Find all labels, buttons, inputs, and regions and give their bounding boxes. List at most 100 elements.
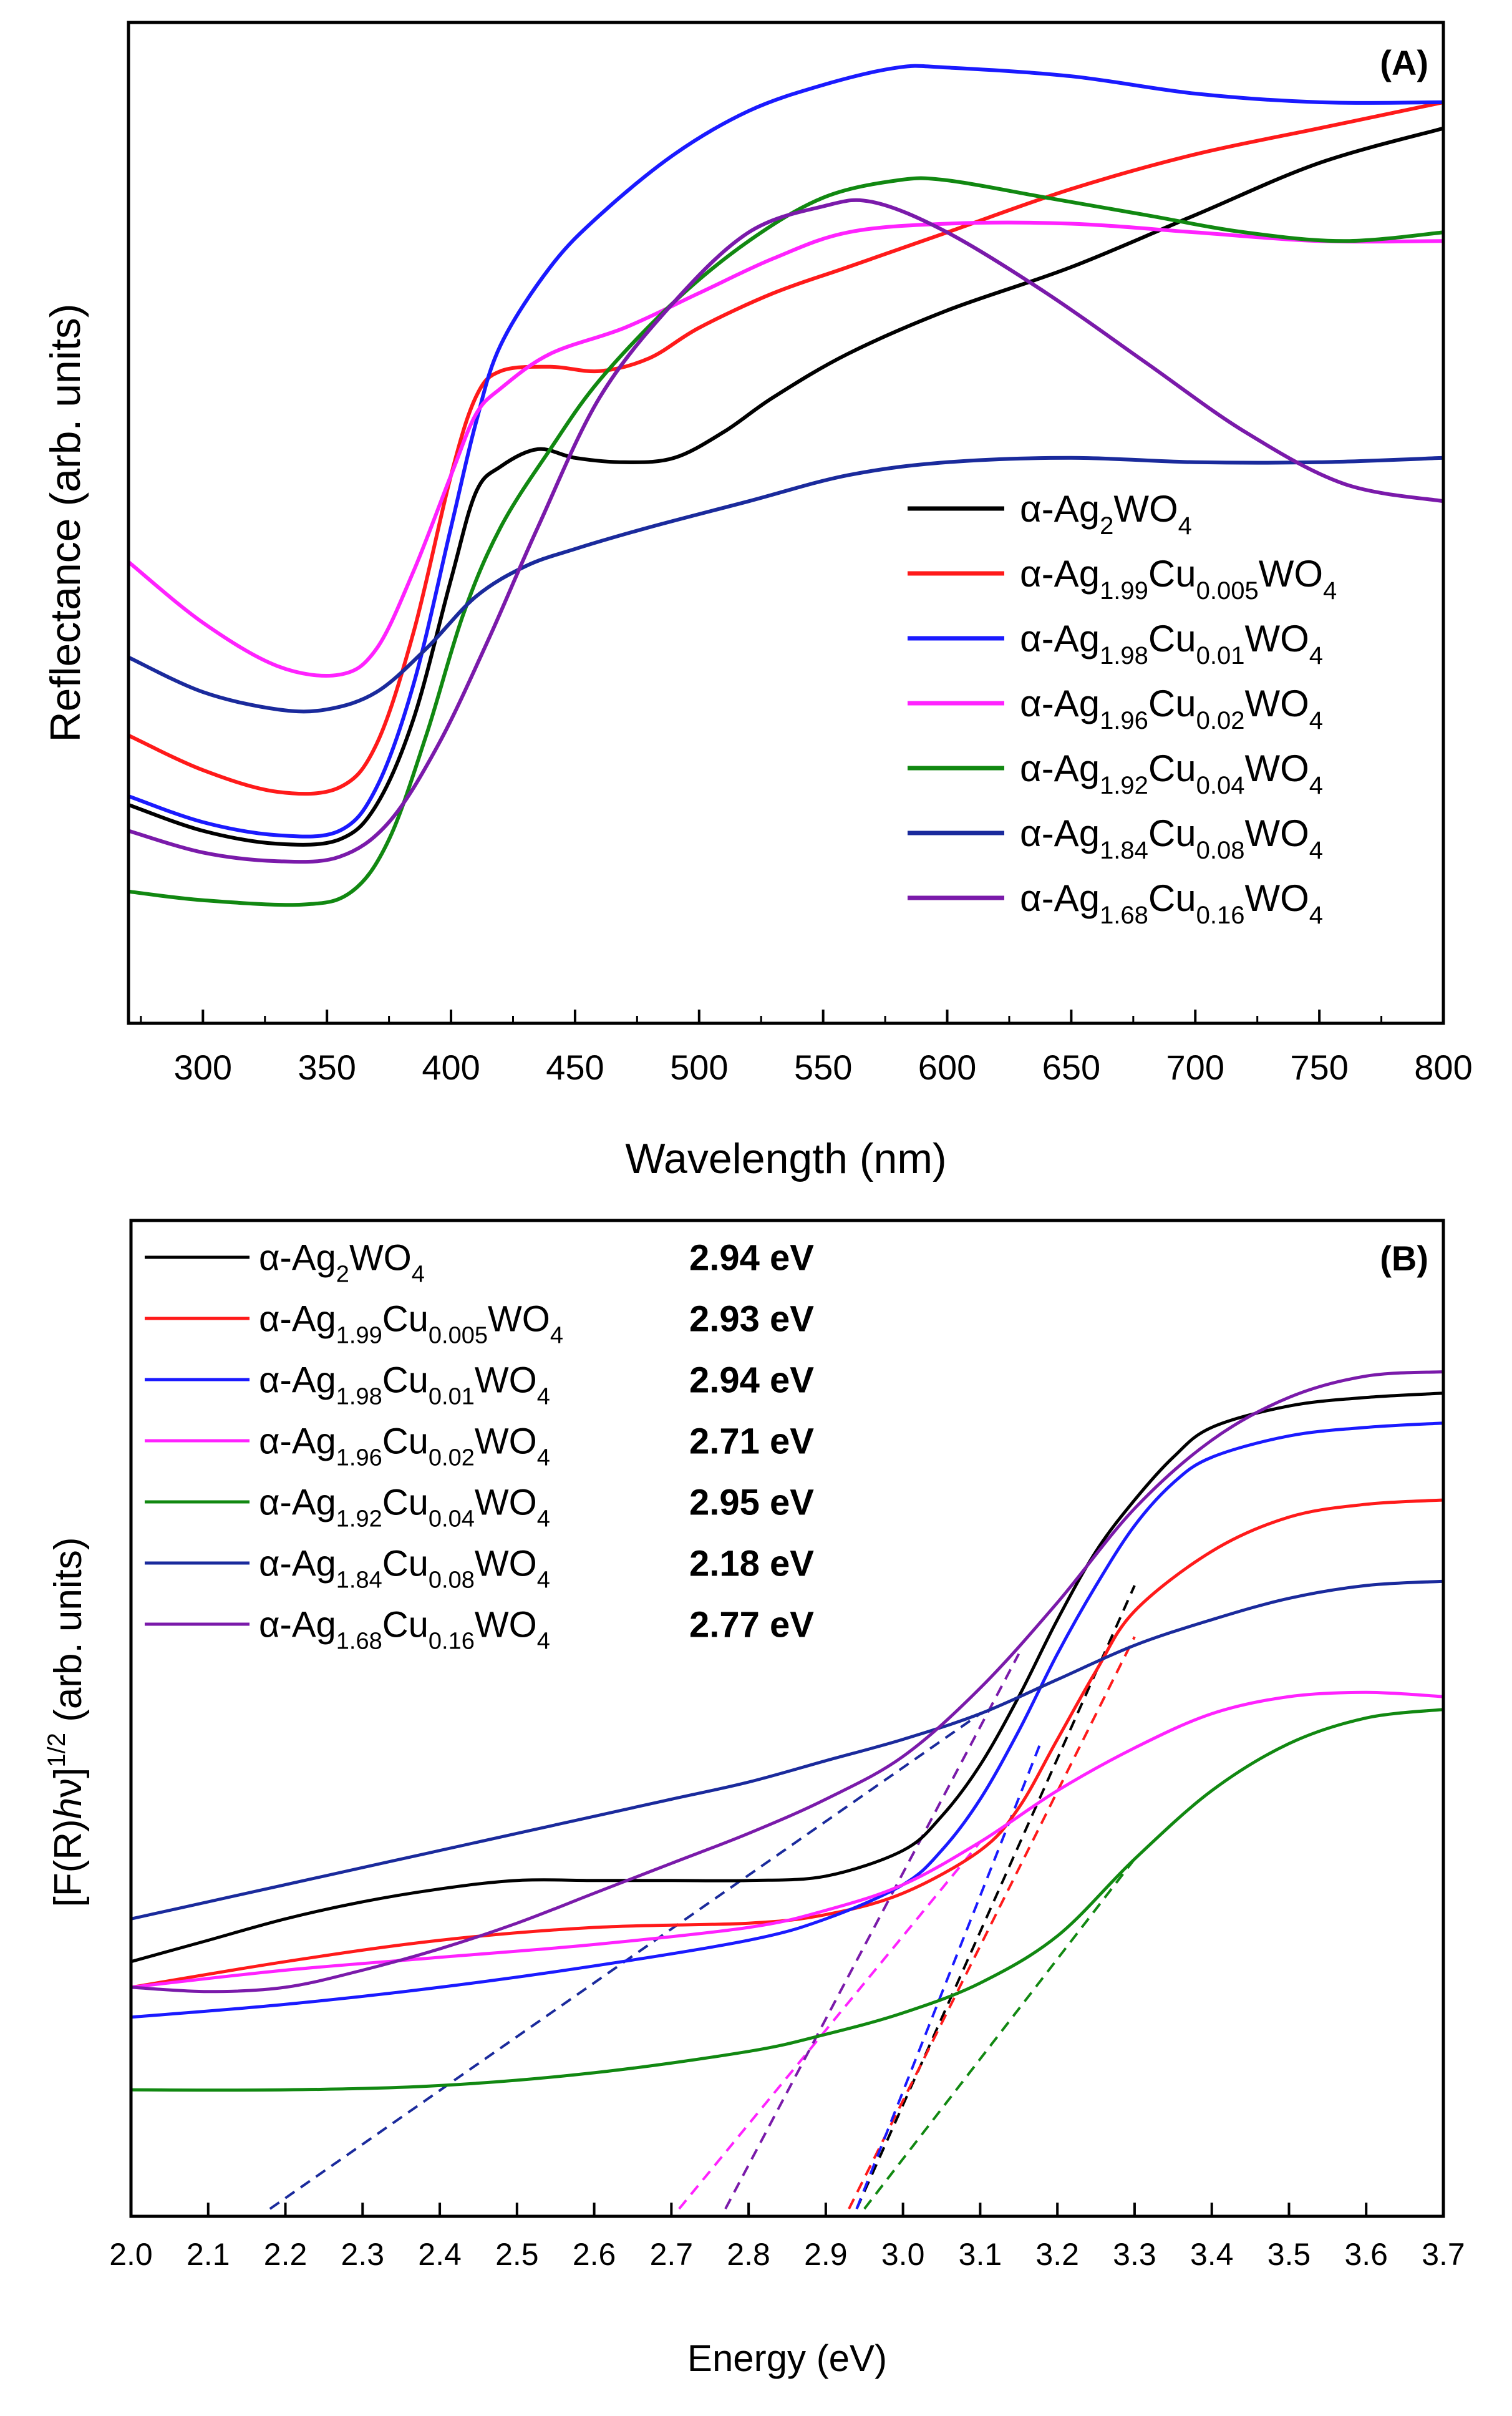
x-tick-label: 3.7 xyxy=(1422,2237,1465,2272)
tangent-line-ag1-96cu0-02wo4 xyxy=(678,1841,981,2210)
legend-s2: 4 xyxy=(1178,512,1192,540)
legend-mid: Cu xyxy=(382,1543,429,1584)
series-line-ag1-84cu0-08wo4 xyxy=(127,455,1444,714)
legend-base: α-Ag xyxy=(1020,877,1100,919)
series-line-ag2wo4 xyxy=(130,1391,1444,1964)
legend-mid: Cu xyxy=(382,1421,429,1461)
legend-s3: 4 xyxy=(1309,642,1323,670)
legend-s3: 4 xyxy=(1309,707,1323,734)
series-line-ag1-99cu0-005wo4 xyxy=(130,1498,1444,1989)
x-tick-label: 550 xyxy=(794,1048,852,1087)
series-line-ag1-68cu0-16wo4 xyxy=(130,1370,1444,1994)
legend-mid: Cu xyxy=(1148,553,1196,595)
legend-base: α-Ag xyxy=(259,1360,336,1400)
x-tick-label: 2.5 xyxy=(495,2237,539,2272)
panel-b-x-axis-label: Energy (eV) xyxy=(687,2337,887,2379)
legend-mid: WO xyxy=(1113,488,1178,530)
legend-base: α-Ag xyxy=(1020,748,1100,789)
legend-s1: 1.92 xyxy=(1100,772,1148,799)
legend-base: α-Ag xyxy=(1020,553,1100,595)
b-ylabel-nu: ν xyxy=(47,1778,90,1798)
legend-mid: Cu xyxy=(382,1482,429,1522)
panel-a-label: (A) xyxy=(1380,43,1428,82)
panel-a-x-ticks: 300 350 400 450 500 550 600 650 700 750 800 xyxy=(140,1010,1473,1087)
series-line-ag1-68cu0-16wo4 xyxy=(128,198,1444,864)
legend-mid2: WO xyxy=(475,1421,537,1461)
legend-s2: 0.16 xyxy=(429,1628,475,1654)
band-gap-value: 2.94 eV xyxy=(689,1237,814,1278)
legend-mid2: WO xyxy=(1244,683,1309,724)
panel-b: 2.0 2.1 2.2 2.3 2.4 2.5 2.6 2.7 2.8 2.9 3.0 3.1 3.2 3… xyxy=(43,1219,1465,2379)
legend-mid2: WO xyxy=(488,1298,550,1339)
band-gap-value: 2.18 eV xyxy=(689,1543,814,1584)
legend-entry-ag1-92cu0-04wo4: α-Ag1.92Cu0.04WO4 xyxy=(259,1482,550,1532)
legend-mid: Cu xyxy=(382,1604,429,1645)
panel-b-label: (B) xyxy=(1380,1239,1428,1278)
legend-entry-ag1-96cu0-02wo4: α-Ag1.96Cu0.02WO4 xyxy=(1020,683,1323,734)
legend-s2: 0.04 xyxy=(429,1506,475,1532)
series-line-ag1-84cu0-08wo4 xyxy=(130,1579,1444,1921)
tangent-line-ag1-92cu0-04wo4 xyxy=(863,1858,1136,2210)
legend-mid2: WO xyxy=(1244,618,1309,660)
series-line-ag1-92cu0-04wo4 xyxy=(130,1708,1444,2092)
legend-base: α-Ag xyxy=(259,1604,336,1645)
legend-s2: 0.04 xyxy=(1196,772,1245,799)
x-tick-label: 3.3 xyxy=(1113,2237,1156,2272)
legend-s1: 1.96 xyxy=(1100,707,1148,734)
panel-b-legend: α-Ag2WO4 2.94 eV α-Ag1.99Cu0.005WO4 2.93 eV… xyxy=(145,1237,814,1654)
legend-mid2: WO xyxy=(475,1604,537,1645)
legend-s2: 0.005 xyxy=(1196,577,1259,605)
legend-base: α-Ag xyxy=(259,1237,336,1278)
legend-mid2: WO xyxy=(1244,812,1309,854)
legend-entry-ag1-98cu0-01wo4: α-Ag1.98Cu0.01WO4 xyxy=(259,1360,550,1410)
legend-mid2: WO xyxy=(1259,553,1323,595)
series-line-ag1-98cu0-01wo4 xyxy=(128,64,1444,839)
legend-s1: 1.92 xyxy=(336,1506,382,1532)
legend-s2: 0.02 xyxy=(1196,707,1245,734)
series-line-ag1-96cu0-02wo4 xyxy=(130,1690,1444,1989)
x-tick-label: 500 xyxy=(670,1048,728,1087)
legend-mid2: WO xyxy=(475,1482,537,1522)
x-tick-label: 2.7 xyxy=(650,2237,694,2272)
series-line-ag2wo4 xyxy=(128,126,1444,847)
legend-mid: Cu xyxy=(1148,812,1196,854)
legend-mid2: WO xyxy=(475,1543,537,1584)
legend-s3: 4 xyxy=(1309,902,1323,929)
legend-s3: 4 xyxy=(537,1383,550,1410)
legend-mid2: WO xyxy=(1244,748,1309,789)
legend-mid: Cu xyxy=(1148,877,1196,919)
legend-s1: 1.68 xyxy=(1100,902,1148,929)
x-tick-label: 2.9 xyxy=(804,2237,848,2272)
x-tick-label: 2.3 xyxy=(341,2237,385,2272)
tangent-line-ag2wo4 xyxy=(855,1585,1136,2209)
x-tick-label: 750 xyxy=(1290,1048,1348,1087)
panel-a: 300 350 400 450 500 550 600 650 700 750 800 (A) Wa… xyxy=(42,21,1473,1182)
series-line-ag1-96cu0-02wo4 xyxy=(127,220,1444,678)
legend-s2: 0.16 xyxy=(1196,902,1245,929)
legend-base: α-Ag xyxy=(1020,812,1100,854)
panel-b-series xyxy=(130,1370,1444,2092)
x-tick-label: 2.4 xyxy=(418,2237,462,2272)
x-tick-label: 400 xyxy=(422,1048,480,1087)
panel-a-legend: α-Ag2WO4α-Ag1.99Cu0.005WO4α-Ag1.98Cu0.01… xyxy=(908,488,1337,929)
legend-base: α-Ag xyxy=(259,1298,336,1339)
band-gap-value: 2.95 eV xyxy=(689,1482,814,1522)
legend-entry-ag1-68cu0-16wo4: α-Ag1.68Cu0.16WO4 xyxy=(1020,877,1323,929)
x-tick-label: 3.0 xyxy=(881,2237,925,2272)
tangent-line-ag1-68cu0-16wo4 xyxy=(724,1653,1020,2209)
legend-base: α-Ag xyxy=(1020,618,1100,660)
band-gap-value: 2.93 eV xyxy=(689,1298,814,1339)
legend-s1: 1.84 xyxy=(1100,837,1148,864)
legend-s3: 4 xyxy=(550,1322,563,1348)
legend-s1: 2 xyxy=(1100,512,1113,540)
legend-entry-ag2wo4: α-Ag2WO4 xyxy=(259,1237,425,1287)
legend-mid: Cu xyxy=(1148,748,1196,789)
panel-b-y-axis-label: [F(R)hν]1/2 (arb. units) xyxy=(43,1537,90,1907)
band-gap-value: 2.71 eV xyxy=(689,1421,814,1461)
legend-mid2: WO xyxy=(1244,877,1309,919)
x-tick-label: 450 xyxy=(546,1048,604,1087)
panel-a-x-axis-label: Wavelength (nm) xyxy=(625,1135,946,1182)
x-tick-label: 800 xyxy=(1414,1048,1472,1087)
legend-entry-ag1-99cu0-005wo4: α-Ag1.99Cu0.005WO4 xyxy=(259,1298,563,1348)
